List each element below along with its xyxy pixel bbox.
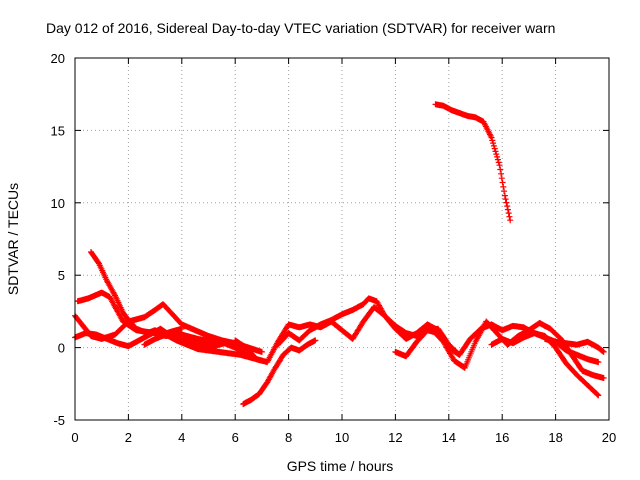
x-tick-label-6: 12 bbox=[388, 430, 402, 445]
series-pass-e-markers bbox=[141, 331, 265, 364]
y-tick-label-3: 10 bbox=[51, 196, 65, 211]
series-pass-m-markers bbox=[432, 101, 514, 224]
x-tick-label-1: 2 bbox=[125, 430, 132, 445]
y-tick-label-1: 0 bbox=[58, 341, 65, 356]
x-tick-label-3: 6 bbox=[232, 430, 239, 445]
chart-title: Day 012 of 2016, Sidereal Day-to-day VTE… bbox=[46, 20, 555, 36]
y-tick-label-0: -5 bbox=[53, 413, 65, 428]
x-tick-label-0: 0 bbox=[71, 430, 78, 445]
x-tick-label-2: 4 bbox=[178, 430, 185, 445]
series-pass-f-markers bbox=[240, 337, 319, 408]
x-tick-label-10: 20 bbox=[602, 430, 616, 445]
series-pass-h-markers bbox=[274, 295, 442, 348]
x-tick-label-8: 16 bbox=[495, 430, 509, 445]
data-points bbox=[72, 101, 607, 408]
grid-lines bbox=[75, 58, 609, 420]
y-axis-label: SDTVAR / TECUs bbox=[5, 183, 21, 295]
series-pass-f bbox=[240, 337, 319, 408]
tick-marks bbox=[74, 57, 610, 421]
series-pass-m bbox=[432, 101, 514, 224]
series-pass-h bbox=[274, 295, 442, 348]
x-tick-label-7: 14 bbox=[442, 430, 456, 445]
y-tick-labels: -5 0 5 10 15 20 bbox=[51, 51, 65, 428]
y-tick-label-2: 5 bbox=[58, 268, 65, 283]
series-pass-e bbox=[141, 331, 265, 364]
y-tick-label-5: 20 bbox=[51, 51, 65, 66]
series-pass-l-markers bbox=[541, 335, 607, 355]
x-tick-labels: 0 2 4 6 8 10 12 14 16 18 20 bbox=[71, 430, 616, 445]
x-tick-label-9: 18 bbox=[548, 430, 562, 445]
x-tick-label-4: 8 bbox=[285, 430, 292, 445]
x-tick-label-5: 10 bbox=[335, 430, 349, 445]
x-axis-label: GPS time / hours bbox=[287, 458, 394, 474]
series-pass-l bbox=[541, 335, 607, 355]
y-tick-label-4: 15 bbox=[51, 123, 65, 138]
